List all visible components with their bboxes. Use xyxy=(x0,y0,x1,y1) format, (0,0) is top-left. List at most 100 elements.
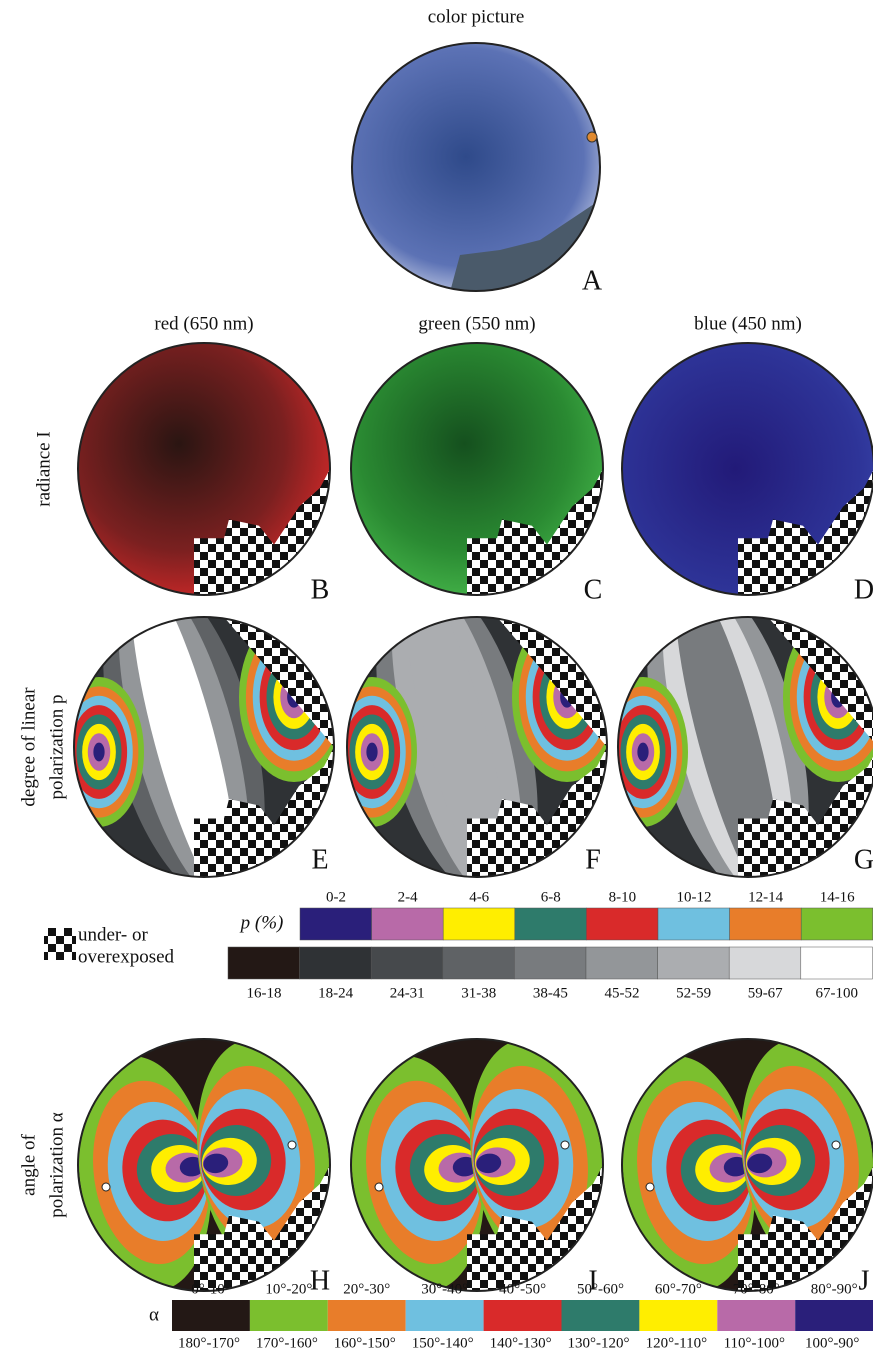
legend-label: 14-16 xyxy=(820,889,855,905)
legend-swatch xyxy=(328,1300,406,1331)
legend-swatch xyxy=(717,1300,795,1331)
legend-label: 16-18 xyxy=(247,985,282,1001)
sky-image xyxy=(340,40,620,300)
legend-label: 40°-50° xyxy=(499,1281,546,1297)
panel-letter: F xyxy=(585,844,601,875)
legend-label: 59-67 xyxy=(748,985,783,1001)
polarization-contour xyxy=(637,743,648,762)
legend-swatch xyxy=(514,947,586,979)
legend-swatch xyxy=(250,1300,328,1331)
legend-label: p (%) xyxy=(239,912,284,933)
sun-marker xyxy=(587,132,597,142)
legend-swatch xyxy=(372,908,444,940)
legend-label: 8-10 xyxy=(609,889,637,905)
legend-swatch xyxy=(443,908,515,940)
legend-label: α xyxy=(149,1304,159,1325)
exposure-note: under- or xyxy=(78,924,148,945)
column-header: blue (450 nm) xyxy=(694,313,802,334)
legend-swatch xyxy=(172,1300,250,1331)
legend-swatch xyxy=(562,1300,640,1331)
anti-sun-marker xyxy=(375,1183,383,1191)
legend-label: 52-59 xyxy=(676,985,711,1001)
legend-label: 180°-170° xyxy=(178,1335,240,1351)
legend-label: 31-38 xyxy=(461,985,496,1001)
legend-swatch xyxy=(658,908,730,940)
legend-swatch xyxy=(801,908,873,940)
panel-letter: B xyxy=(311,574,330,605)
row-label: radiance I xyxy=(33,431,54,506)
legend-label: 0°-10° xyxy=(191,1281,231,1297)
legend-label: 10°-20° xyxy=(265,1281,312,1297)
legend-swatch xyxy=(658,947,730,979)
legend-label: 24-31 xyxy=(390,985,425,1001)
sky-image xyxy=(78,343,330,595)
legend-swatch xyxy=(639,1300,717,1331)
row-label: degree of linear xyxy=(18,687,39,807)
legend-swatch xyxy=(300,947,372,979)
legend-label: 120°-110° xyxy=(646,1335,707,1351)
sky-image xyxy=(327,555,622,920)
legend-swatch xyxy=(801,947,873,979)
legend-label: 100°-90° xyxy=(805,1335,860,1351)
legend-label: 6-8 xyxy=(541,889,561,905)
polarization-contour xyxy=(366,743,377,762)
legend-label: 12-14 xyxy=(748,889,783,905)
anti-sun-marker xyxy=(102,1183,110,1191)
legend-label: 110°-100° xyxy=(724,1335,785,1351)
legend-label: 50°-60° xyxy=(577,1281,624,1297)
legend-swatch xyxy=(730,908,802,940)
legend-swatch xyxy=(484,1300,562,1331)
legend-label: 80°-90° xyxy=(811,1281,858,1297)
legend-label: 140°-130° xyxy=(490,1335,552,1351)
exposure-note: overexposed xyxy=(78,946,175,967)
legend-swatch xyxy=(371,947,443,979)
legend-swatch xyxy=(795,1300,873,1331)
sun-marker xyxy=(561,1141,569,1149)
legend-label: 2-4 xyxy=(398,889,418,905)
sun-marker xyxy=(288,1141,296,1149)
legend-swatch xyxy=(443,947,515,979)
legend-label: 30°-40° xyxy=(421,1281,468,1297)
legend-label: 70°-80° xyxy=(733,1281,780,1297)
legend-label: 130°-120° xyxy=(568,1335,630,1351)
legend-swatch xyxy=(586,947,658,979)
sky-image xyxy=(351,343,603,595)
panel-letter: G xyxy=(854,844,873,875)
sky-image xyxy=(54,555,349,920)
figure-title: color picture xyxy=(428,6,525,27)
anti-sun-marker xyxy=(646,1183,654,1191)
checker-icon xyxy=(44,928,76,960)
legend-swatch xyxy=(406,1300,484,1331)
column-header: red (650 nm) xyxy=(154,313,253,334)
panel-letter: C xyxy=(584,574,603,605)
panel-letter: J xyxy=(859,1265,870,1296)
panel-letter: E xyxy=(311,844,328,875)
row-label: polarization α xyxy=(46,1112,67,1217)
legend-label: 18-24 xyxy=(318,985,353,1001)
legend-label: 60°-70° xyxy=(655,1281,702,1297)
polarization-contour xyxy=(93,743,104,762)
legend-label: 4-6 xyxy=(469,889,489,905)
legend-label: 38-45 xyxy=(533,985,568,1001)
figure: color picture Ared (650 nm) green (550 nm… xyxy=(0,0,873,1355)
legend-label: 150°-140° xyxy=(412,1335,474,1351)
legend-swatch xyxy=(228,947,300,979)
sky-image xyxy=(337,1031,617,1299)
legend-swatch xyxy=(729,947,801,979)
legend-label: 45-52 xyxy=(605,985,640,1001)
sky-image xyxy=(598,555,873,920)
legend-label: 0-2 xyxy=(326,889,346,905)
row-label: angle of xyxy=(18,1133,39,1195)
legend-label: 67-100 xyxy=(816,985,859,1001)
sky-image xyxy=(64,1031,344,1299)
legend-label: 160°-150° xyxy=(334,1335,396,1351)
legend-swatch xyxy=(300,908,372,940)
legend-swatch xyxy=(586,908,658,940)
column-header: green (550 nm) xyxy=(418,313,535,334)
legend-label: 10-12 xyxy=(677,889,712,905)
legend-label: 170°-160° xyxy=(256,1335,318,1351)
panel-letter: A xyxy=(582,265,603,296)
sky-image xyxy=(622,343,873,595)
sun-marker xyxy=(832,1141,840,1149)
panel-letter: D xyxy=(854,574,873,605)
